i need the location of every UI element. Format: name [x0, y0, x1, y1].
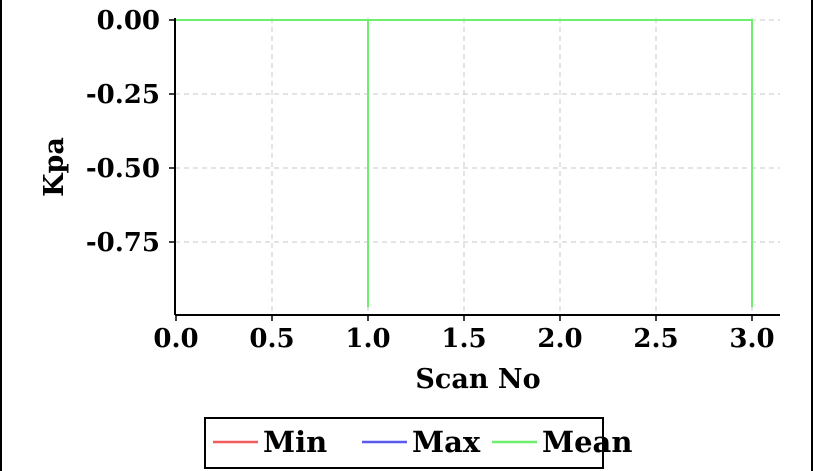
x-axis-title: Scan No	[415, 364, 540, 395]
tick-labels: 0.0 0.5 1.0 1.5 2.0 2.5 3.0 0.00 -0.25 -0.50 -0.75	[86, 6, 775, 354]
legend-label-max: Max	[412, 425, 481, 459]
axes	[174, 18, 780, 316]
x-tick-label: 1.5	[441, 324, 486, 354]
x-tick-label: 0.0	[153, 324, 198, 354]
x-tick-label: 2.0	[537, 324, 582, 354]
y-tick-label: -0.50	[86, 154, 160, 184]
series-line-mean	[176, 19, 753, 308]
x-tick-label: 2.5	[633, 324, 678, 354]
legend: Min Max Mean	[204, 417, 632, 469]
series-lines	[176, 19, 753, 308]
y-axis-title: Kpa	[39, 137, 70, 197]
x-tick-label: 0.5	[249, 324, 294, 354]
legend-label-min: Min	[263, 425, 327, 459]
y-tick-label: 0.00	[97, 6, 160, 36]
x-tick-label: 3.0	[729, 324, 774, 354]
grid	[175, 18, 780, 315]
y-tick-label: -0.25	[86, 80, 160, 110]
x-tick-label: 1.0	[345, 324, 390, 354]
legend-label-mean: Mean	[542, 425, 632, 459]
y-tick-label: -0.75	[86, 228, 160, 258]
